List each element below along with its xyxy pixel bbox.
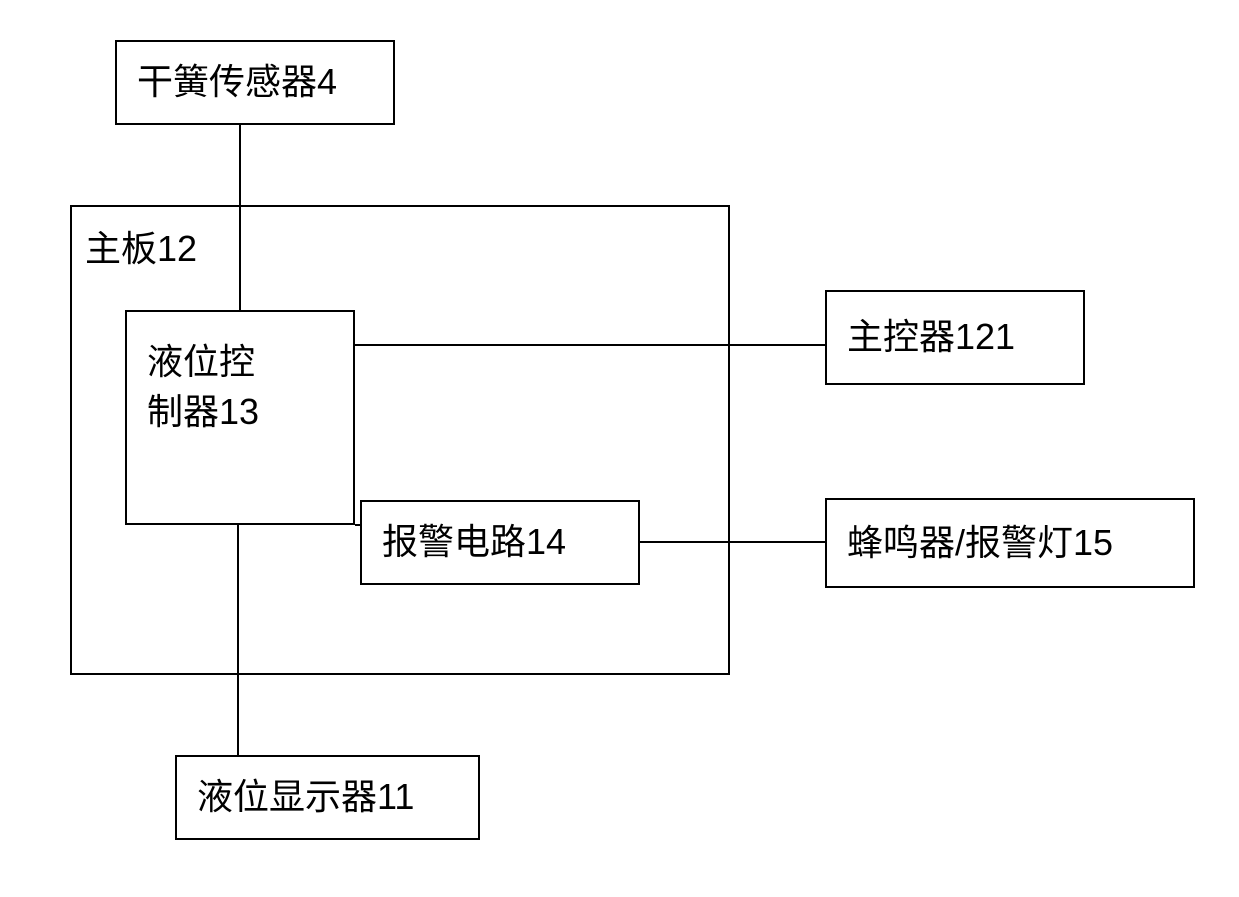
- diagram-canvas: 主板12 干簧传感器4 液位控 制器13 报警电路14 主控器121 蜂鸣器/报…: [20, 20, 1239, 877]
- node-alarm-circuit-label: 报警电路14: [382, 517, 566, 567]
- node-level-controller-label: 液位控 制器13: [147, 337, 259, 438]
- node-main-controller: 主控器121: [825, 290, 1085, 385]
- node-buzzer-label: 蜂鸣器/报警灯15: [847, 518, 1113, 568]
- node-buzzer: 蜂鸣器/报警灯15: [825, 498, 1195, 588]
- node-main-controller-label: 主控器121: [847, 312, 1015, 362]
- node-level-display: 液位显示器11: [175, 755, 480, 840]
- node-mainboard-label: 主板12: [85, 220, 197, 272]
- node-sensor-label: 干簧传感器4: [137, 57, 337, 107]
- node-alarm-circuit: 报警电路14: [360, 500, 640, 585]
- node-sensor: 干簧传感器4: [115, 40, 395, 125]
- node-level-controller: 液位控 制器13: [125, 310, 355, 525]
- node-level-display-label: 液位显示器11: [197, 772, 414, 822]
